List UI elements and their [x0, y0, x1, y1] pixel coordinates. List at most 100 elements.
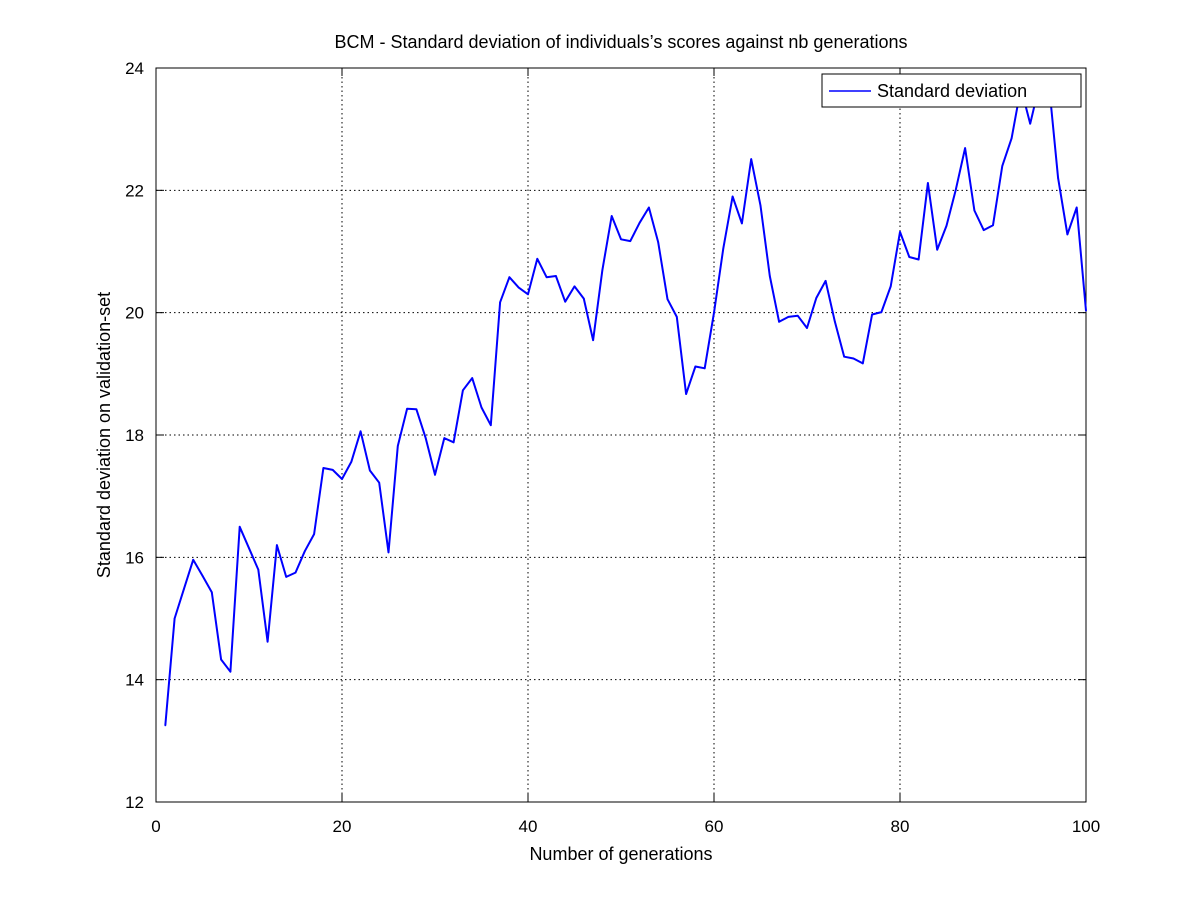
data-point — [1029, 122, 1031, 125]
data-point — [583, 297, 585, 300]
data-point — [592, 339, 594, 342]
data-point — [908, 256, 911, 258]
data-point — [889, 285, 892, 288]
x-tick-label: 80 — [891, 817, 910, 836]
y-tick-label: 18 — [125, 426, 144, 445]
data-point — [936, 248, 938, 251]
data-point — [173, 617, 176, 620]
data-point — [257, 568, 260, 571]
data-point — [183, 588, 185, 590]
data-point — [629, 240, 632, 242]
data-point — [601, 269, 604, 271]
data-point — [415, 408, 418, 411]
data-point — [713, 311, 715, 314]
data-point — [248, 547, 250, 549]
legend-label: Standard deviation — [877, 81, 1027, 101]
data-point — [927, 182, 929, 184]
data-point — [201, 574, 204, 577]
data-point — [1010, 137, 1013, 140]
data-point — [880, 311, 883, 313]
data-point — [657, 241, 659, 244]
data-point — [1075, 206, 1078, 209]
data-point — [490, 424, 492, 427]
data-point — [964, 147, 966, 149]
data-point — [834, 321, 836, 323]
grid — [156, 68, 1086, 802]
data-point — [722, 247, 725, 250]
data-point — [741, 222, 743, 225]
series-layer — [164, 81, 1087, 727]
data-point — [666, 298, 669, 301]
data-point — [443, 437, 446, 439]
data-point — [304, 550, 306, 552]
data-point — [350, 461, 353, 463]
data-point — [806, 327, 808, 329]
y-tick-label: 22 — [125, 181, 144, 200]
data-point — [1066, 233, 1069, 236]
y-tick-label: 20 — [125, 304, 144, 323]
data-point — [731, 195, 734, 198]
axis-ticks: 0 20 40 60 80 100 12 14 16 18 20 22 24 — [125, 59, 1100, 836]
y-tick-label: 14 — [125, 671, 144, 690]
data-point — [397, 445, 399, 447]
x-tick-label: 40 — [519, 817, 538, 836]
data-point — [527, 293, 529, 296]
data-point — [638, 222, 641, 224]
data-point — [676, 316, 678, 318]
data-point — [787, 316, 790, 318]
data-point — [694, 365, 697, 368]
data-point — [685, 393, 687, 395]
data-point — [508, 276, 511, 279]
data-point — [322, 467, 325, 469]
data-point — [862, 362, 864, 365]
data-point — [573, 285, 576, 288]
data-point — [220, 658, 222, 661]
data-point — [378, 481, 381, 484]
data-point — [759, 204, 762, 207]
y-tick-label: 16 — [125, 548, 144, 567]
data-point — [331, 469, 334, 471]
data-point — [452, 441, 455, 444]
data-point — [564, 300, 566, 303]
x-tick-label: 0 — [151, 817, 160, 836]
data-point — [899, 231, 901, 233]
data-point — [341, 478, 343, 480]
data-point — [359, 430, 362, 433]
data-point — [276, 544, 278, 546]
data-point — [982, 229, 985, 231]
x-tick-label: 60 — [705, 817, 724, 836]
data-point — [955, 188, 957, 191]
data-point — [471, 377, 474, 379]
x-axis-label: Number of generations — [529, 844, 712, 864]
data-point — [192, 559, 194, 561]
data-point — [750, 158, 752, 160]
data-point — [815, 297, 818, 299]
data-point — [536, 258, 539, 260]
data-point — [871, 313, 873, 316]
data-point — [462, 389, 464, 392]
chart-title: BCM - Standard deviation of individuals’… — [335, 32, 908, 52]
data-point — [266, 640, 269, 643]
data-point — [852, 357, 855, 360]
data-point — [917, 258, 920, 261]
data-point — [387, 551, 390, 554]
data-point — [369, 469, 371, 472]
data-point — [517, 286, 520, 289]
legend: Standard deviation — [821, 73, 1082, 108]
series-line — [164, 81, 1087, 726]
y-axis-label: Standard deviation on validation-set — [94, 292, 114, 578]
data-point — [973, 209, 976, 212]
data-point — [238, 526, 241, 528]
data-point — [610, 215, 613, 217]
data-point — [796, 314, 799, 317]
data-point — [778, 321, 780, 323]
data-point — [945, 225, 948, 227]
data-point — [211, 591, 213, 593]
data-point — [164, 724, 167, 727]
data-point — [229, 670, 232, 673]
y-tick-label: 24 — [125, 59, 144, 78]
data-point — [434, 474, 436, 476]
data-point — [648, 206, 650, 209]
